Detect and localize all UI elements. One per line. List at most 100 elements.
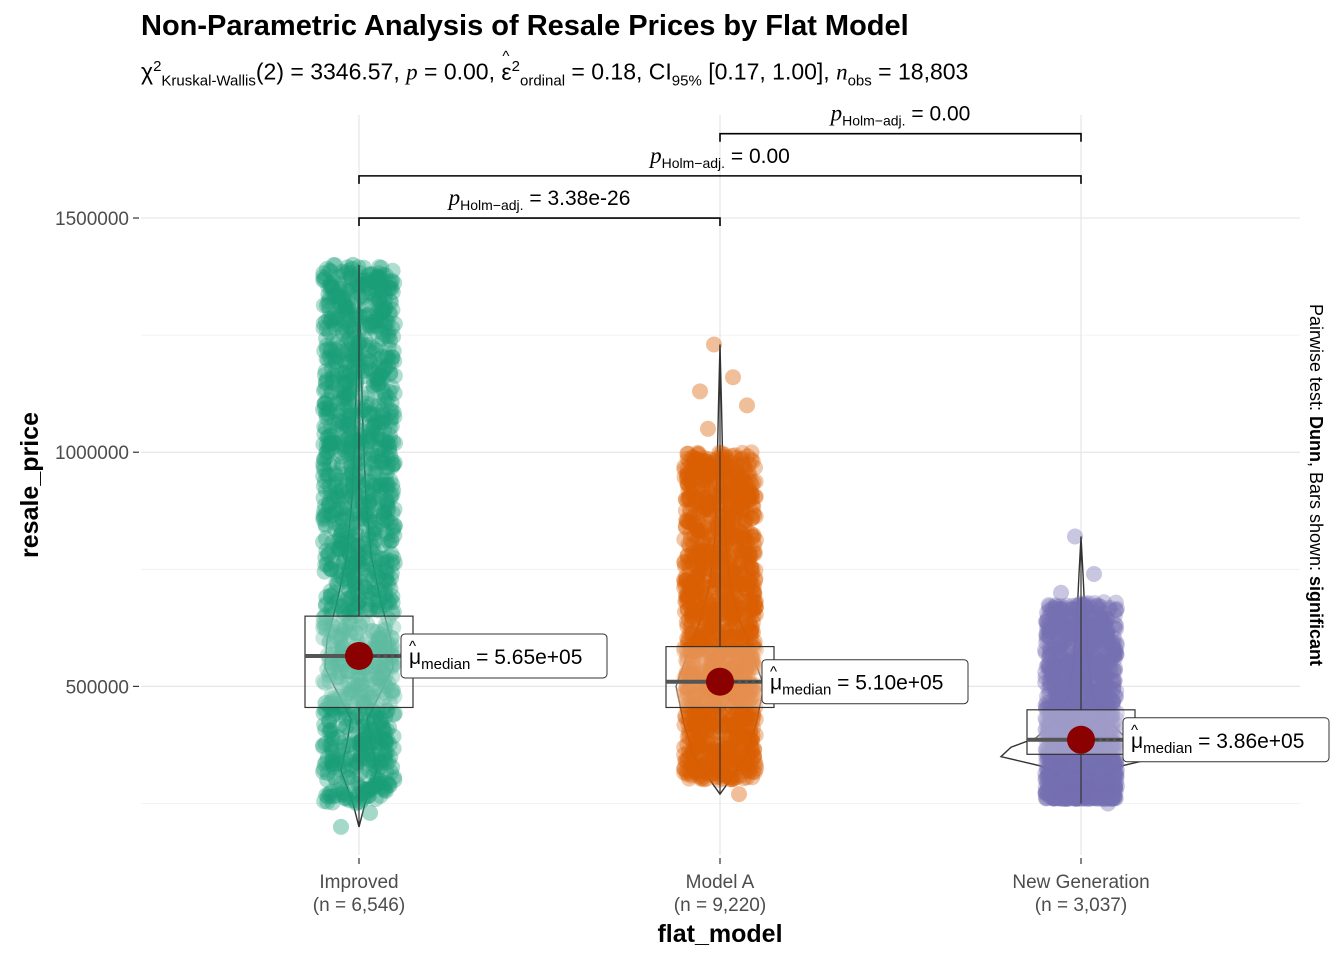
jitter-point	[374, 414, 391, 431]
jitter-point	[385, 456, 402, 473]
jitter-point	[329, 487, 346, 504]
jitter-point	[1039, 769, 1056, 786]
jitter-point	[362, 319, 379, 336]
jitter-point	[320, 545, 337, 562]
jitter-point	[373, 303, 390, 320]
jitter-point	[323, 418, 339, 435]
jitter-point	[349, 587, 366, 604]
jitter-point	[323, 278, 340, 295]
jitter-point	[382, 487, 399, 504]
jitter-point	[368, 370, 385, 387]
caption-bars: significant	[1306, 576, 1326, 666]
jitter-point	[379, 435, 396, 451]
jitter-point	[315, 738, 332, 755]
jitter-point	[375, 536, 392, 553]
jitter-point	[366, 418, 383, 434]
jitter-point	[319, 765, 336, 781]
jitter-point	[361, 313, 378, 330]
jitter-point	[345, 474, 362, 491]
x-tick-count: (n = 6,546)	[313, 895, 405, 916]
jitter-point	[347, 752, 364, 769]
jitter-point	[370, 671, 387, 688]
jitter-point	[321, 478, 338, 495]
jitter-points	[315, 256, 1125, 835]
jitter-point	[326, 584, 343, 601]
jitter-point	[371, 641, 388, 658]
jitter-point	[324, 617, 341, 634]
jitter-point	[376, 315, 393, 332]
jitter-point	[349, 678, 366, 695]
jitter-point	[351, 553, 368, 570]
jitter-point	[326, 319, 343, 336]
jitter-point	[316, 418, 333, 435]
jitter-point	[316, 618, 333, 635]
jitter-point	[352, 309, 369, 325]
jitter-point	[348, 708, 365, 725]
median-label: μmedian = 5.65e+05^	[400, 633, 608, 679]
jitter-point	[385, 482, 402, 499]
eps-sup: 2	[511, 58, 520, 75]
jitter-point	[356, 718, 372, 735]
jitter-point	[367, 291, 384, 308]
jitter-point	[344, 489, 361, 506]
jitter-point	[383, 682, 400, 699]
jitter-point	[373, 364, 390, 381]
jitter-point	[368, 709, 385, 726]
jitter-point	[361, 427, 378, 444]
jitter-point	[385, 550, 402, 566]
jitter-point	[343, 423, 360, 440]
jitter-point	[320, 696, 337, 713]
jitter-point	[315, 458, 332, 475]
jitter-point	[346, 791, 363, 808]
jitter-point	[375, 407, 391, 423]
jitter-point	[323, 312, 339, 329]
jitter-point	[335, 400, 352, 417]
jitter-point	[378, 554, 395, 571]
jitter-point	[368, 552, 385, 569]
jitter-point	[363, 272, 380, 289]
jitter-point	[381, 305, 397, 321]
jitter-point	[344, 341, 361, 358]
jitter-point	[349, 693, 366, 710]
jitter-point	[323, 561, 340, 578]
y-tick-label: 500000	[66, 677, 129, 698]
jitter-point	[335, 302, 352, 319]
jitter-point	[321, 633, 338, 650]
x-tick-count: (n = 3,037)	[1035, 895, 1127, 916]
jitter-point	[335, 571, 352, 588]
jitter-point	[383, 294, 400, 311]
jitter-point	[382, 580, 399, 597]
jitter-point	[367, 311, 384, 328]
jitter-point	[357, 362, 374, 379]
jitter-point	[745, 583, 762, 600]
jitter-point	[335, 738, 352, 755]
jitter-point	[349, 467, 365, 483]
jitter-point	[323, 618, 340, 635]
jitter-point	[377, 387, 394, 404]
jitter-point	[345, 698, 362, 715]
jitter-point	[335, 488, 352, 505]
jitter-point	[384, 505, 401, 522]
jitter-point	[341, 401, 358, 418]
jitter-point	[368, 283, 385, 300]
y-tick-label: 1500000	[55, 209, 129, 230]
jitter-point	[374, 662, 391, 679]
jitter-point	[331, 483, 348, 500]
jitter-point	[332, 688, 349, 705]
jitter-point	[354, 731, 371, 748]
jitter-point	[357, 781, 374, 798]
median-value: = 5.10e+05	[831, 672, 943, 695]
jitter-point	[353, 389, 370, 406]
jitter-point	[317, 269, 334, 286]
jitter-point	[366, 273, 383, 290]
jitter-point	[345, 479, 361, 496]
jitter-point	[369, 728, 386, 745]
jitter-point	[378, 472, 395, 489]
jitter-point	[365, 273, 382, 290]
jitter-point	[382, 412, 399, 429]
jitter-point	[356, 578, 373, 595]
jitter-point	[330, 570, 347, 587]
jitter-point	[374, 413, 391, 430]
jitter-point	[345, 391, 362, 408]
jitter-point	[1077, 617, 1094, 634]
